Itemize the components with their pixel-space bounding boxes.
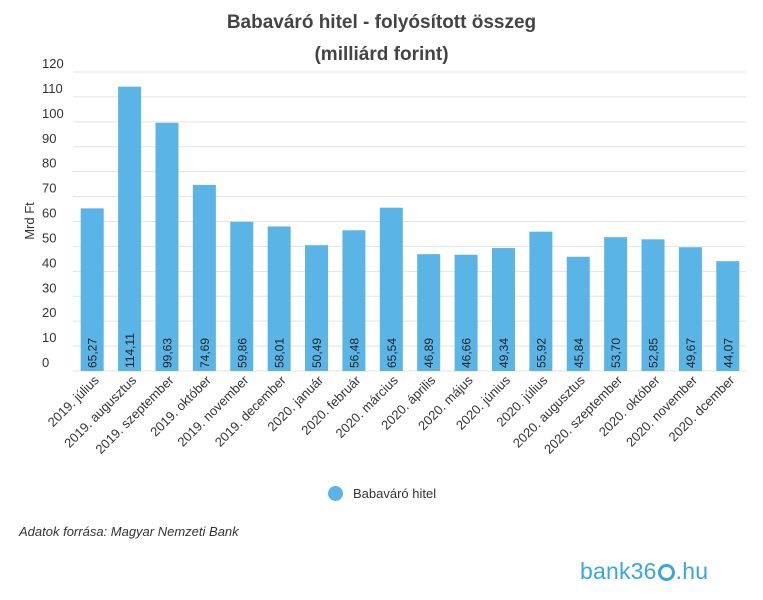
data-label: 49,34: [497, 338, 511, 368]
data-label: 99,63: [160, 338, 174, 368]
bar: [529, 231, 553, 371]
y-tick-label: 0: [42, 355, 49, 370]
y-tick-label: 100: [42, 106, 64, 121]
y-tick-label: 90: [42, 131, 56, 146]
bar: [305, 245, 329, 371]
data-label: 74,69: [198, 338, 212, 368]
data-label: 45,84: [572, 338, 586, 368]
bar: [80, 208, 104, 371]
chart-subtitle: (milliárd forint): [314, 44, 449, 65]
data-source-note: Adatok forrása: Magyar Nemzeti Bank: [19, 524, 239, 539]
logo-text-suffix: .hu: [675, 558, 709, 584]
data-label: 46,89: [422, 338, 436, 368]
data-label: 65,54: [385, 338, 399, 368]
bar: [118, 86, 142, 372]
data-label: 56,48: [347, 338, 361, 368]
y-axis-label: Mrd Ft: [22, 202, 37, 240]
data-label: 58,01: [273, 338, 287, 368]
chart-title: Babaváró hitel - folyósított összeg: [226, 12, 537, 33]
y-tick-label: 40: [42, 255, 56, 270]
bar: [604, 237, 628, 371]
bar: [230, 221, 254, 371]
legend-swatch: [328, 486, 343, 501]
legend: Babaváró hitel: [328, 486, 436, 501]
bar: [641, 239, 665, 371]
bar: [342, 230, 366, 371]
data-label: 50,49: [310, 338, 324, 368]
data-label: 55,92: [534, 338, 548, 368]
bar: [454, 254, 478, 371]
data-label: 46,66: [460, 338, 474, 368]
y-tick-label: 60: [42, 206, 56, 221]
x-tick-label: 2020. dcember: [665, 372, 737, 444]
y-tick-label: 20: [42, 305, 56, 320]
bar: [491, 248, 515, 371]
y-tick-label: 30: [42, 280, 56, 295]
bar-chart: 0 10 20 30 40 50 60 70 80 90 100 110 120 Mrd Ft 65,27 1…: [22, 56, 746, 457]
y-tick-label: 70: [42, 181, 56, 196]
bar: [379, 207, 403, 371]
y-tick-label: 50: [42, 230, 56, 245]
bank360-logo: bank36 .hu: [580, 558, 708, 585]
data-label: 65,27: [86, 338, 100, 368]
data-label: 53,70: [609, 338, 623, 368]
y-tick-label: 120: [42, 56, 64, 71]
data-label: 44,07: [721, 338, 735, 368]
bar: [192, 184, 216, 371]
data-label: 49,67: [684, 338, 698, 368]
data-label: 59,86: [235, 338, 249, 368]
bar: [678, 247, 702, 371]
y-tick-label: 10: [42, 330, 56, 345]
bar: [155, 122, 179, 371]
y-tick-label: 110: [42, 81, 63, 96]
legend-label: Babaváró hitel: [353, 486, 437, 501]
bar: [716, 261, 740, 371]
logo-text-prefix: bank36: [580, 558, 657, 584]
logo-ring-icon: [657, 564, 675, 581]
data-label: 52,85: [647, 338, 661, 368]
bar: [417, 254, 441, 371]
bar: [267, 226, 291, 371]
bar: [566, 256, 590, 371]
y-tick-label: 80: [42, 156, 56, 171]
data-label: 114,11: [123, 333, 137, 368]
